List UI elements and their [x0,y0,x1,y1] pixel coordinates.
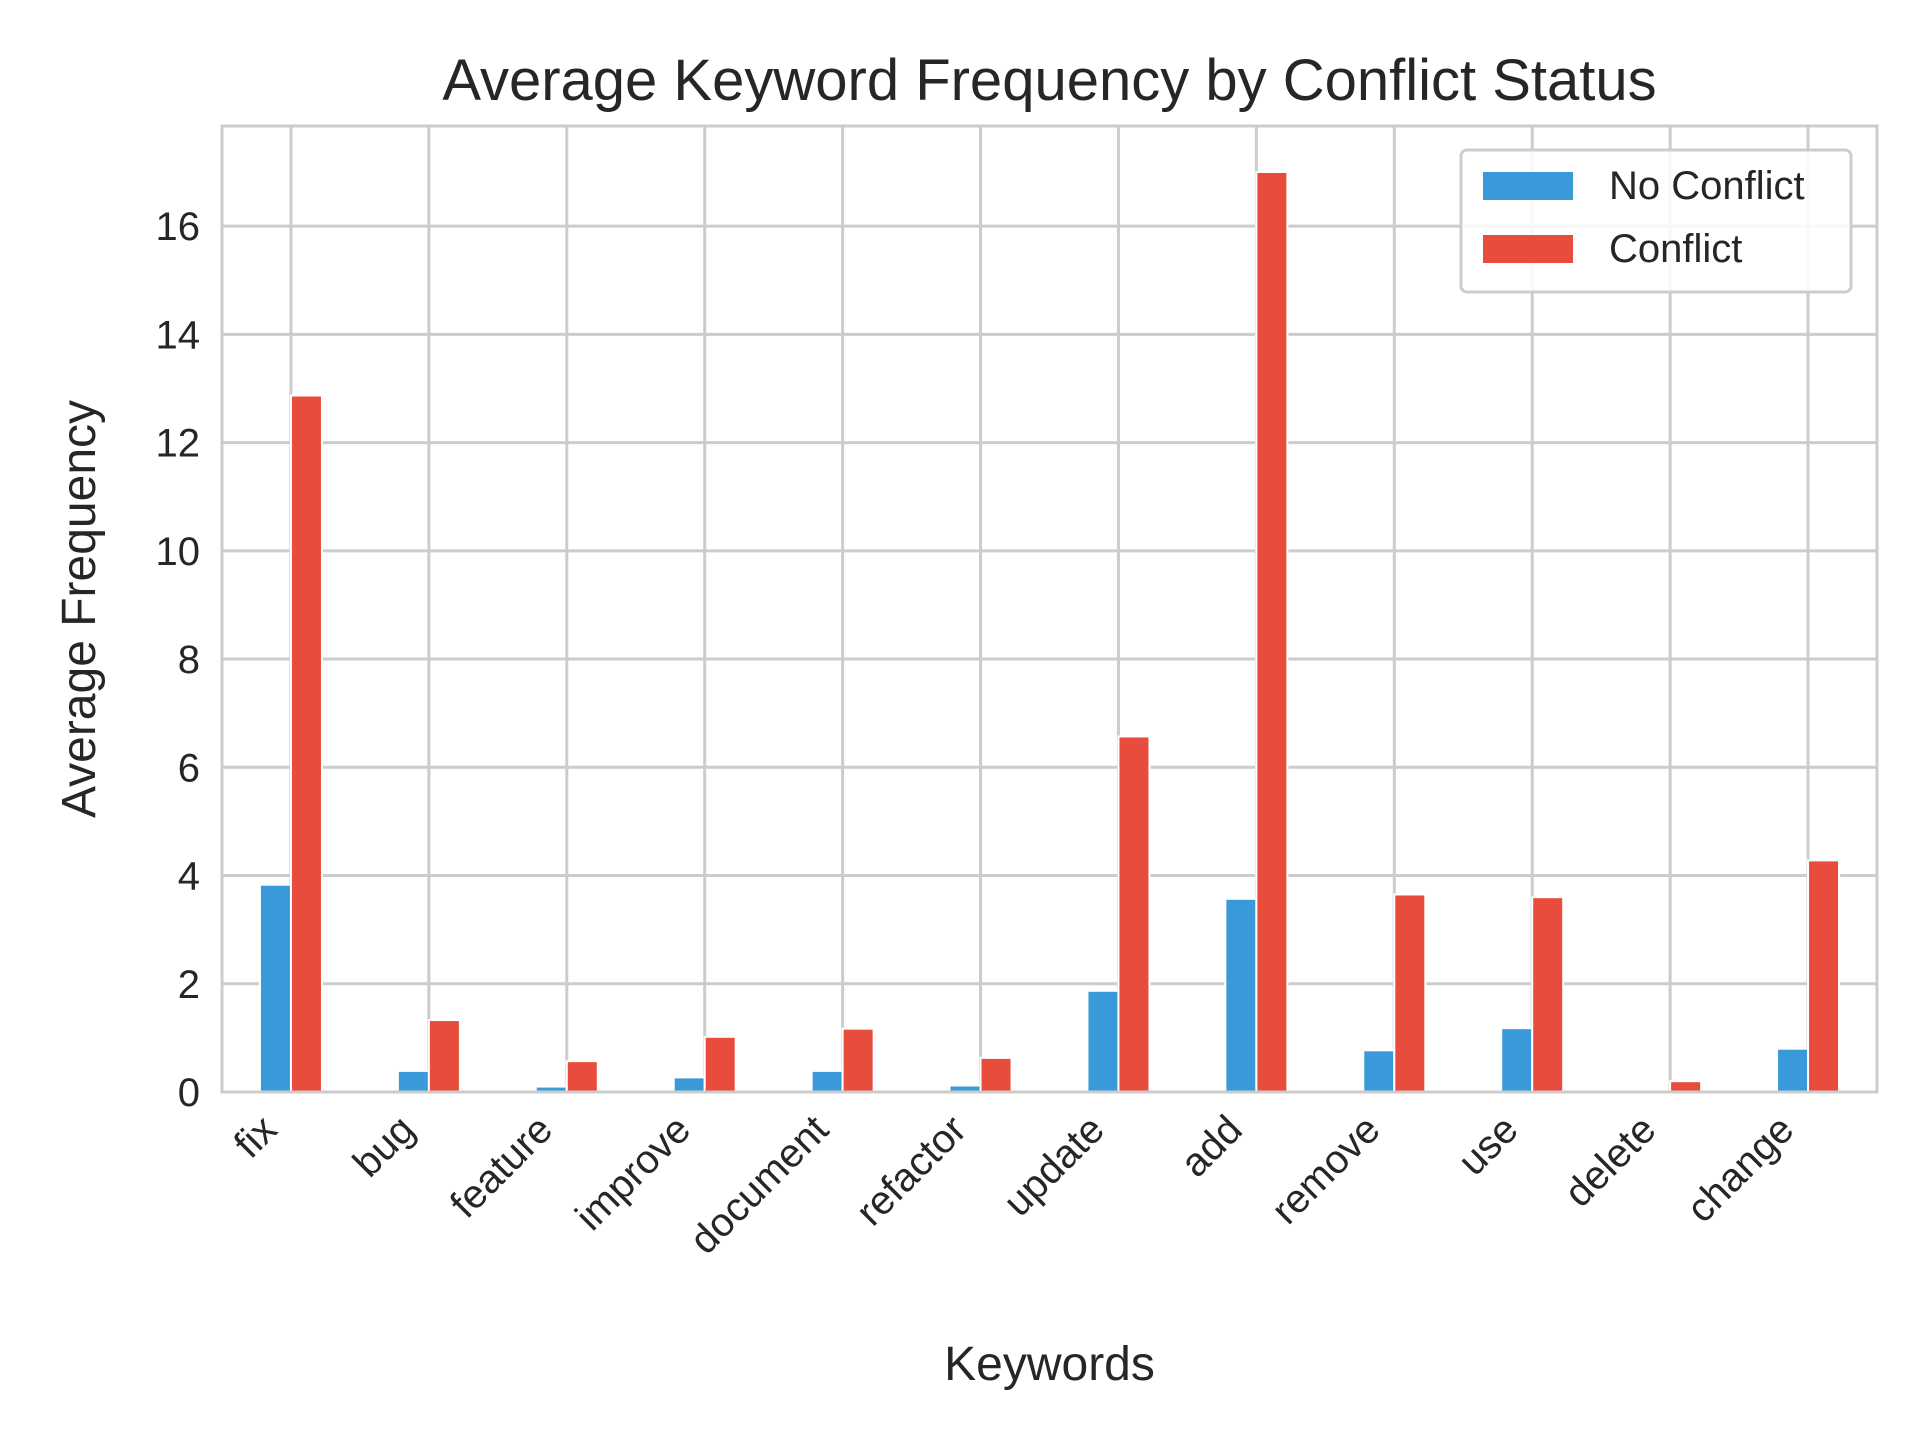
y-tick-label: 12 [156,422,201,466]
legend-label-no-conflict: No Conflict [1609,164,1805,208]
y-tick-label: 2 [178,963,200,1007]
bar-conflict-add [1255,171,1289,1093]
y-tick-label: 14 [156,313,201,357]
bar-no-conflict-improve [672,1076,706,1093]
y-tick-label: 16 [156,205,201,249]
legend-swatch-conflict [1483,235,1573,263]
y-tick-label: 10 [156,530,201,574]
y-tick-label: 4 [178,855,200,899]
bar-no-conflict-remove [1362,1049,1396,1094]
bar-no-conflict-change [1776,1047,1810,1094]
legend-swatch-no-conflict [1483,172,1573,200]
bar-conflict-document [841,1027,875,1094]
legend: No Conflict Conflict [1459,148,1853,294]
y-tick-label: 8 [178,638,200,682]
bar-no-conflict-document [810,1069,844,1094]
bar-conflict-bug [427,1019,461,1094]
x-axis-label: Keywords [944,1338,1155,1391]
legend-label-conflict: Conflict [1609,227,1742,271]
chart-title: Average Keyword Frequency by Conflict St… [442,48,1656,113]
bar-conflict-update [1117,735,1151,1094]
bar-no-conflict-update [1086,989,1120,1093]
bars [258,171,1841,1094]
plot-frame [220,124,1879,1094]
bar-no-conflict-bug [396,1069,430,1094]
bar-conflict-fix [289,394,323,1094]
bar-no-conflict-add [1224,897,1258,1093]
bar-conflict-remove [1393,893,1427,1093]
bar-no-conflict-fix [258,883,292,1094]
bar-conflict-refactor [979,1056,1013,1093]
bar-conflict-change [1807,859,1841,1093]
bar-conflict-use [1531,896,1565,1093]
y-tick-label: 6 [178,746,200,790]
y-tick-label: 0 [178,1071,200,1115]
bar-conflict-improve [703,1035,737,1094]
bar-conflict-delete [1669,1080,1703,1094]
y-tick-labels: 0 2 4 6 8 10 12 14 16 [156,205,201,1115]
bar-no-conflict-use [1500,1027,1534,1094]
bar-conflict-feature [565,1060,599,1094]
y-axis-label: Average Frequency [53,400,106,818]
